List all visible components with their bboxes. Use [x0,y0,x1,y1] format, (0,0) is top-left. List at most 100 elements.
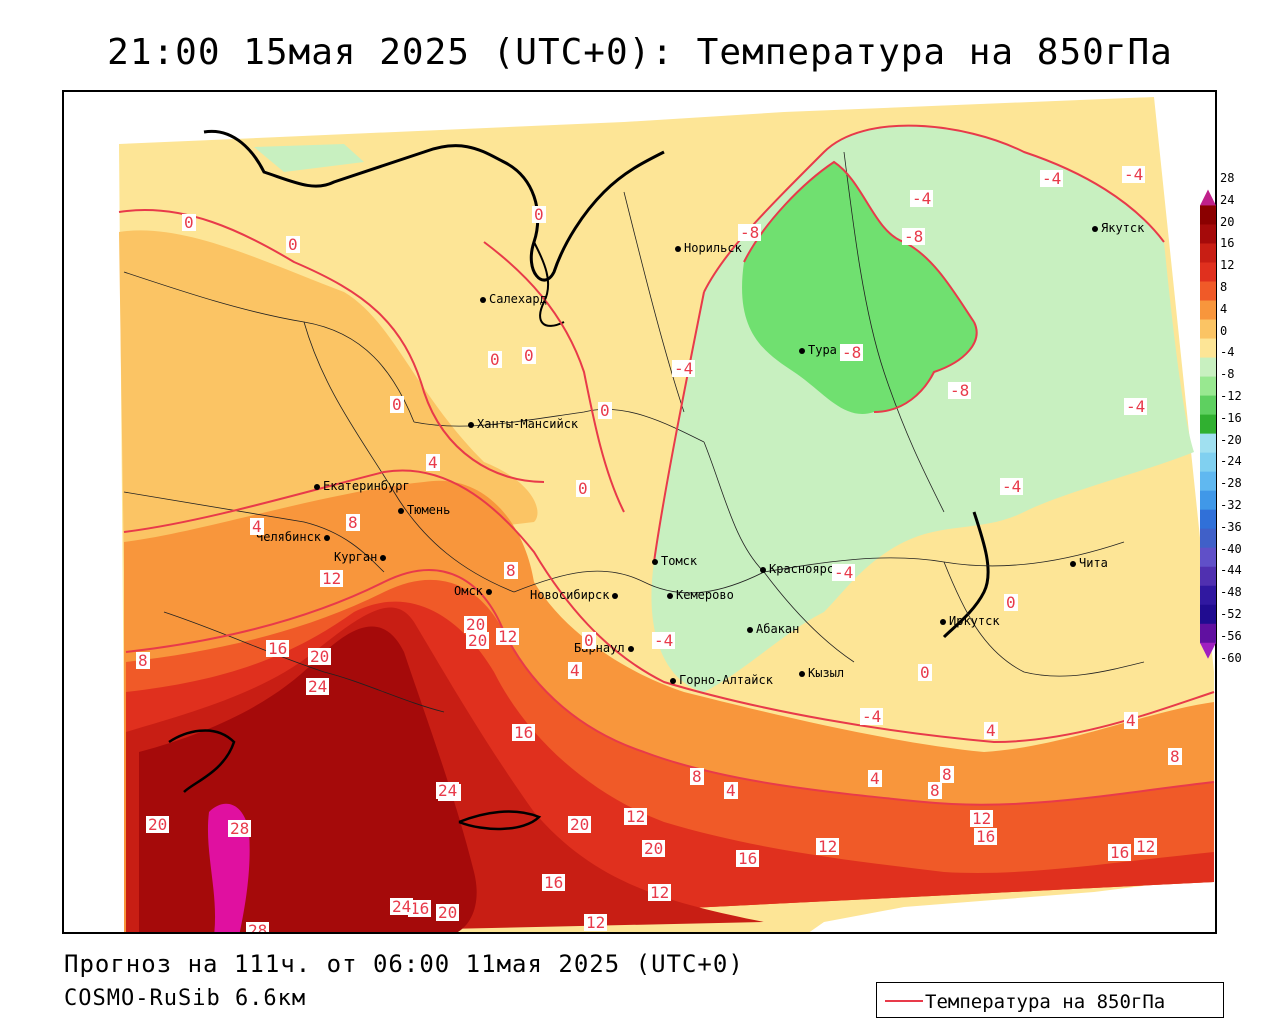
legend-label: Температура на 850гПа [925,991,1166,1013]
contour-label: 12 [816,837,840,856]
city-dot [747,626,753,633]
city-dot [675,245,681,252]
colorbar-bin [1200,623,1216,644]
contour-label: 20 [308,647,332,666]
colorbar-bin [1200,490,1216,511]
colorbar-bin [1200,547,1216,568]
arctic-green [254,144,364,172]
coastline [203,129,665,282]
contour-label: 8 [504,561,518,580]
contour-label: 0 [598,401,612,420]
city-salekhard: Салехард [480,292,547,306]
contour-label: -4 [652,631,676,650]
contour-label: 4 [250,517,264,536]
city-kurgan: Курган [334,550,389,564]
city-label: Челябинск [256,530,322,544]
city-label: Салехард [489,292,547,306]
colorbar-top-arrow [1200,189,1216,206]
city-label: Красноярск [769,562,842,576]
contour-label: 20 [146,815,170,834]
city-dot [627,645,634,652]
city-label: Томск [661,554,698,568]
temperature-field [118,97,1215,932]
city-dot [760,566,766,573]
colorbar-bin [1200,604,1216,625]
contour-label: 12 [496,627,520,646]
contour-label: 0 [390,395,404,414]
contour-label: -8 [948,381,972,400]
colorbar-tick-label: 24 [1220,192,1235,207]
colorbar-tick-label: -44 [1220,563,1242,578]
city-kyzyl: Кызыл [799,666,844,680]
model-name: COSMO-RuSib 6.6км [64,986,307,1011]
contour-label: 16 [266,639,290,658]
contour-label: 8 [136,651,150,670]
city-dot [652,558,658,565]
city-chita: Чита [1070,556,1108,570]
city-label: Иркутск [949,614,1000,628]
colorbar-tick-label: -48 [1220,585,1242,600]
colorbar [1200,189,1216,659]
colorbar-bin [1200,319,1216,339]
city-dot [799,670,805,677]
city-label: Кызыл [808,666,845,680]
contour-label: 0 [582,631,596,650]
colorbar-tick-label: 28 [1220,171,1235,185]
colorbar-bin [1200,205,1216,225]
contour-label: 28 [228,819,252,838]
city-dot [612,592,619,599]
contour-label: 8 [346,513,360,532]
caspian-coast [168,729,236,793]
city-krasnoyarsk: Красноярск [760,562,841,576]
colorbar-tick-label: -24 [1220,454,1242,469]
colorbar-bin [1200,452,1216,473]
city-chelyabinsk: Челябинск [256,530,333,544]
ob-gulf [533,241,565,327]
contour-label: 0 [532,205,546,224]
colorbar-tick-label: -36 [1220,519,1242,534]
city-label: Норильск [684,241,742,255]
contour-label: -8 [738,223,762,242]
colorbar-bin [1200,357,1216,378]
contour-label: -4 [672,359,696,378]
colorbar-bin [1200,566,1216,587]
contour-label: -4 [1122,165,1146,184]
contour-label: 24 [306,677,330,696]
contour-label: 4 [1124,711,1138,730]
contour-label: 12 [320,569,344,588]
colorbar-tick-label: -8 [1220,367,1235,382]
contour-label: 16 [512,723,536,742]
colorbar-bin [1200,471,1216,492]
city-dot [667,592,673,599]
colorbar-bin [1200,262,1216,282]
contour-label: -8 [902,227,926,246]
colorbar-bin [1200,414,1216,435]
contour-label: 8 [928,781,942,800]
temperature-map[interactable]: Норильск Якутск Салехард Тура Ханты-Манс… [62,90,1217,934]
colorbar-tick-label: 20 [1220,214,1235,229]
city-omsk: Омск [454,584,495,598]
city-label: Екатеринбург [323,479,410,493]
city-label: Горно-Алтайск [679,673,773,687]
colorbar-bottom-arrow [1200,642,1216,659]
colorbar-bin [1200,585,1216,606]
contour-label: 20 [466,631,490,650]
city-label: Ханты-Мансийск [477,417,579,431]
city-dot [380,554,387,561]
city-dot [799,347,805,354]
contour-label: 8 [1168,747,1182,766]
colorbar-bin [1200,243,1216,263]
city-tomsk: Томск [652,554,697,568]
aral-coast [458,810,542,831]
colorbar-tick-label: -40 [1220,541,1242,556]
legend: Температура на 850гПа [876,982,1224,1018]
contour-label: -4 [910,189,934,208]
contour-label: 24 [390,897,414,916]
contour-label: 12 [624,807,648,826]
city-abakan: Абакан [747,622,799,636]
city-dot [1092,225,1098,232]
contour-label: 20 [642,839,666,858]
city-dot [940,618,946,625]
forecast-info: Прогноз на 111ч. от 06:00 11мая 2025 (UT… [64,950,744,978]
baikal [942,511,990,639]
